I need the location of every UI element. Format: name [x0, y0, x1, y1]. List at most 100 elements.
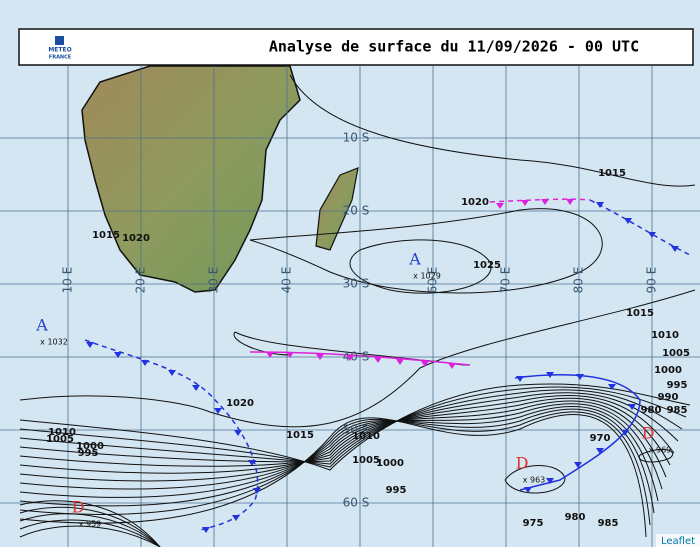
- front-symbol: [234, 430, 242, 436]
- isobar-label: 1010: [352, 431, 380, 442]
- center-label: x 969: [649, 446, 672, 455]
- isobar-label: 1010: [48, 427, 76, 438]
- isobar-label: 995: [386, 485, 407, 496]
- title: Analyse de surface du 11/09/2026 - 00 UT…: [269, 38, 639, 56]
- isobar-label: 1000: [76, 441, 104, 452]
- isobar-label: 1015: [286, 430, 314, 441]
- front-symbol: [232, 515, 240, 521]
- front-symbol: [596, 202, 604, 208]
- isobar: [19, 506, 161, 547]
- front-symbol: [546, 478, 554, 484]
- front-symbol: [141, 360, 149, 366]
- isobar-label: 1000: [654, 365, 682, 376]
- logo: METEO: [48, 47, 71, 54]
- longitude-label: 70 E: [499, 267, 513, 294]
- front-symbol: [214, 408, 222, 414]
- front-symbol: [576, 374, 584, 380]
- latitude-label: 60 S: [343, 496, 370, 510]
- front-symbol: [516, 376, 524, 382]
- center-symbol: D: [72, 498, 85, 517]
- attribution[interactable]: Leaflet: [661, 536, 695, 547]
- logo-icon: [55, 36, 64, 45]
- front-symbol: [671, 246, 679, 252]
- isobar: [289, 74, 696, 187]
- isobar: [19, 389, 683, 465]
- isobar-label: 1015: [626, 308, 654, 319]
- longitude-label: 20 E: [134, 267, 148, 294]
- front-symbol: [596, 448, 604, 454]
- isobar-label: 995: [667, 380, 688, 391]
- front-symbol: [521, 200, 529, 206]
- longitude-label: 80 E: [572, 267, 586, 294]
- front-symbol: [524, 487, 532, 493]
- front-symbol: [608, 384, 616, 390]
- front-symbol: [496, 203, 504, 209]
- isobar: [249, 208, 603, 294]
- isobar-label: 1000: [376, 458, 404, 469]
- front-symbol: [286, 352, 294, 358]
- front-symbol: [574, 462, 582, 468]
- madagascar: [315, 167, 359, 251]
- front-symbol: [448, 363, 456, 369]
- isobar-label: 975: [523, 518, 544, 529]
- center-symbol: A: [408, 250, 421, 269]
- isobar: [19, 513, 161, 547]
- front-symbol: [546, 372, 554, 378]
- isobar: [638, 448, 673, 463]
- cold-front: [84, 339, 259, 531]
- center-label: x 1032: [40, 338, 68, 347]
- longitude-label: 10 E: [61, 267, 75, 294]
- longitude-label: 60 E: [426, 267, 440, 294]
- title-box: [18, 28, 694, 66]
- front-symbol: [346, 355, 354, 361]
- cold-front: [514, 374, 641, 491]
- isobar-label: 1005: [662, 348, 690, 359]
- logo: FRANCE: [49, 55, 72, 61]
- longitude-label: 30 E: [207, 267, 221, 294]
- front-symbol: [266, 352, 274, 358]
- isobar-label: 1015: [598, 168, 626, 179]
- isobar: [19, 394, 675, 467]
- isobar: [19, 500, 161, 547]
- africa: [81, 65, 301, 293]
- isobar: [19, 414, 647, 538]
- front-symbol: [253, 488, 261, 494]
- isobar-label: 1015: [92, 230, 120, 241]
- latitude-label: 50 S: [343, 423, 370, 437]
- isobar-label: 1020: [226, 398, 254, 409]
- isobar-label: 1020: [122, 233, 150, 244]
- isobar: [19, 386, 687, 468]
- isobar-label: 985: [667, 405, 688, 416]
- front-symbol: [648, 232, 656, 238]
- isobar-label: 990: [658, 392, 679, 403]
- isobar-label: 985: [598, 518, 619, 529]
- isobar: [19, 392, 679, 463]
- isobar-label: 970: [590, 433, 611, 444]
- front-symbol: [316, 354, 324, 360]
- center-symbol: D: [642, 424, 655, 443]
- latitude-label: 20 S: [343, 204, 370, 218]
- isobar-label: 1025: [473, 260, 501, 271]
- latitude-label: 40 S: [343, 350, 370, 364]
- front-symbol: [396, 359, 404, 365]
- front-symbol: [248, 460, 256, 466]
- front-symbol: [624, 218, 632, 224]
- isobar-label: 1005: [46, 434, 74, 445]
- front-symbol: [168, 370, 176, 376]
- front-symbol: [621, 430, 629, 436]
- isobar: [19, 405, 659, 502]
- warm-front: [489, 198, 591, 203]
- longitude-label: 90 E: [645, 267, 659, 294]
- front-symbol: [421, 361, 429, 367]
- isobar-label: 980: [641, 405, 662, 416]
- isobar: [504, 465, 566, 494]
- front-symbol: [541, 199, 549, 205]
- isobar: [19, 525, 161, 547]
- front-symbol: [566, 199, 574, 205]
- isobar: [349, 239, 492, 294]
- isobar: [19, 397, 671, 474]
- isobar: [19, 519, 161, 547]
- isobar-label: 1010: [651, 330, 679, 341]
